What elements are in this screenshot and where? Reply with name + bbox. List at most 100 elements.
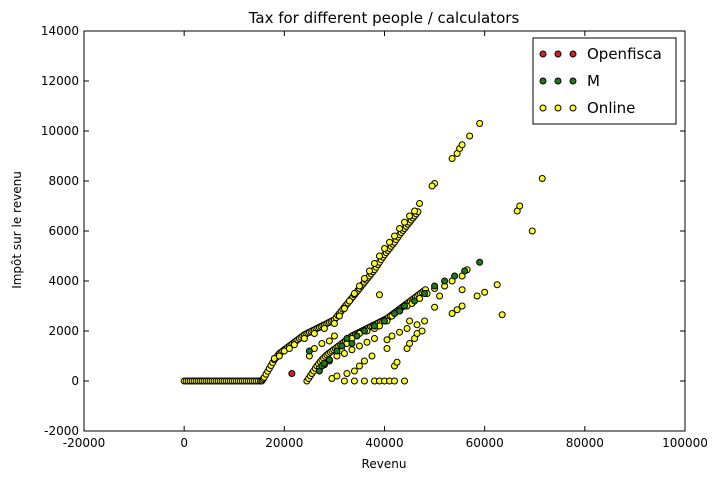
x-axis-label: Revenu <box>362 457 407 471</box>
data-point <box>330 332 338 340</box>
y-axis-label: Impôt sur le revenu <box>10 171 24 289</box>
data-point <box>473 292 481 300</box>
data-point <box>290 341 298 349</box>
legend-entry-label: M <box>587 72 600 90</box>
data-point <box>338 342 346 350</box>
data-point <box>386 238 394 246</box>
data-point <box>340 350 348 357</box>
legend-marker <box>554 104 562 112</box>
chart-title: Tax for different people / calculators <box>248 9 520 27</box>
data-point <box>370 260 378 267</box>
data-point <box>391 232 399 240</box>
legend-marker <box>539 77 547 85</box>
data-point <box>406 212 414 220</box>
x-tick-label: -20000 <box>63 436 106 450</box>
legend-marker <box>569 50 577 58</box>
data-point <box>466 132 474 140</box>
data-point <box>476 120 484 127</box>
data-point <box>476 258 484 266</box>
data-point <box>363 338 371 346</box>
y-axis: -2000 0 2000 4000 6000 8000 10000 12000 14000 <box>41 24 685 438</box>
data-point <box>350 367 358 375</box>
legend: Openfisca M Online <box>532 37 677 125</box>
data-point <box>461 267 469 275</box>
data-point <box>418 327 426 335</box>
data-point <box>288 370 296 377</box>
x-axis: -20000 0 20000 40000 60000 80000 100000 <box>63 31 708 450</box>
data-point <box>396 225 404 232</box>
legend-marker <box>539 104 547 112</box>
data-point <box>340 305 348 312</box>
data-point <box>453 306 461 314</box>
data-point <box>368 352 376 360</box>
data-point <box>360 275 368 282</box>
data-point <box>421 290 429 297</box>
data-point <box>355 362 363 370</box>
data-point <box>355 282 363 290</box>
data-point <box>516 202 524 210</box>
data-point <box>411 297 419 305</box>
data-point <box>355 342 363 350</box>
data-point <box>375 252 383 260</box>
data-point <box>383 336 391 344</box>
legend-marker <box>554 77 562 85</box>
legend-marker <box>569 104 577 112</box>
x-tick-label: 40000 <box>365 436 403 450</box>
data-point <box>320 325 328 332</box>
data-point <box>333 347 341 355</box>
y-tick-label: 4000 <box>48 274 79 288</box>
data-point <box>285 345 293 352</box>
y-tick-label: 8000 <box>48 174 79 188</box>
data-point <box>396 328 404 336</box>
data-point <box>481 288 489 296</box>
data-point <box>403 325 411 332</box>
data-point <box>325 337 333 345</box>
data-point <box>348 340 356 347</box>
data-point <box>350 290 358 297</box>
data-point <box>318 340 326 347</box>
y-tick-label: 10000 <box>41 124 79 138</box>
legend-marker <box>569 77 577 85</box>
y-tick-label: 6000 <box>48 224 79 238</box>
y-tick-label: -2000 <box>44 424 79 438</box>
data-point <box>340 377 348 385</box>
data-point <box>300 335 308 342</box>
data-point <box>305 347 313 355</box>
plot-area <box>83 30 686 432</box>
data-point <box>360 357 368 365</box>
data-point <box>406 317 414 325</box>
y-tick-label: 0 <box>71 374 79 388</box>
x-tick-label: 100000 <box>662 436 708 450</box>
data-point <box>370 322 378 330</box>
data-point <box>431 303 439 311</box>
data-point <box>381 245 388 252</box>
data-point <box>275 352 283 360</box>
legend-entry-label: Online <box>587 99 635 117</box>
data-point <box>350 377 358 385</box>
data-point <box>383 345 391 352</box>
data-point <box>428 182 436 190</box>
data-point <box>320 360 328 367</box>
data-point <box>345 297 353 305</box>
data-point <box>458 286 466 294</box>
data-point <box>421 317 429 325</box>
data-point <box>381 317 388 325</box>
data-point <box>365 267 373 275</box>
data-point <box>401 218 409 226</box>
data-point <box>441 277 449 285</box>
x-tick-label: 60000 <box>466 436 504 450</box>
data-point <box>343 335 351 342</box>
data-point <box>396 307 404 315</box>
data-point <box>416 200 424 207</box>
data-point <box>353 332 361 340</box>
data-point <box>448 310 456 317</box>
legend-marker <box>554 50 562 58</box>
data-point <box>388 332 396 340</box>
data-point <box>538 175 546 182</box>
data-point <box>343 370 351 377</box>
data-point <box>333 372 341 380</box>
data-point <box>330 320 338 327</box>
data-point <box>360 327 368 335</box>
data-point <box>448 155 456 162</box>
